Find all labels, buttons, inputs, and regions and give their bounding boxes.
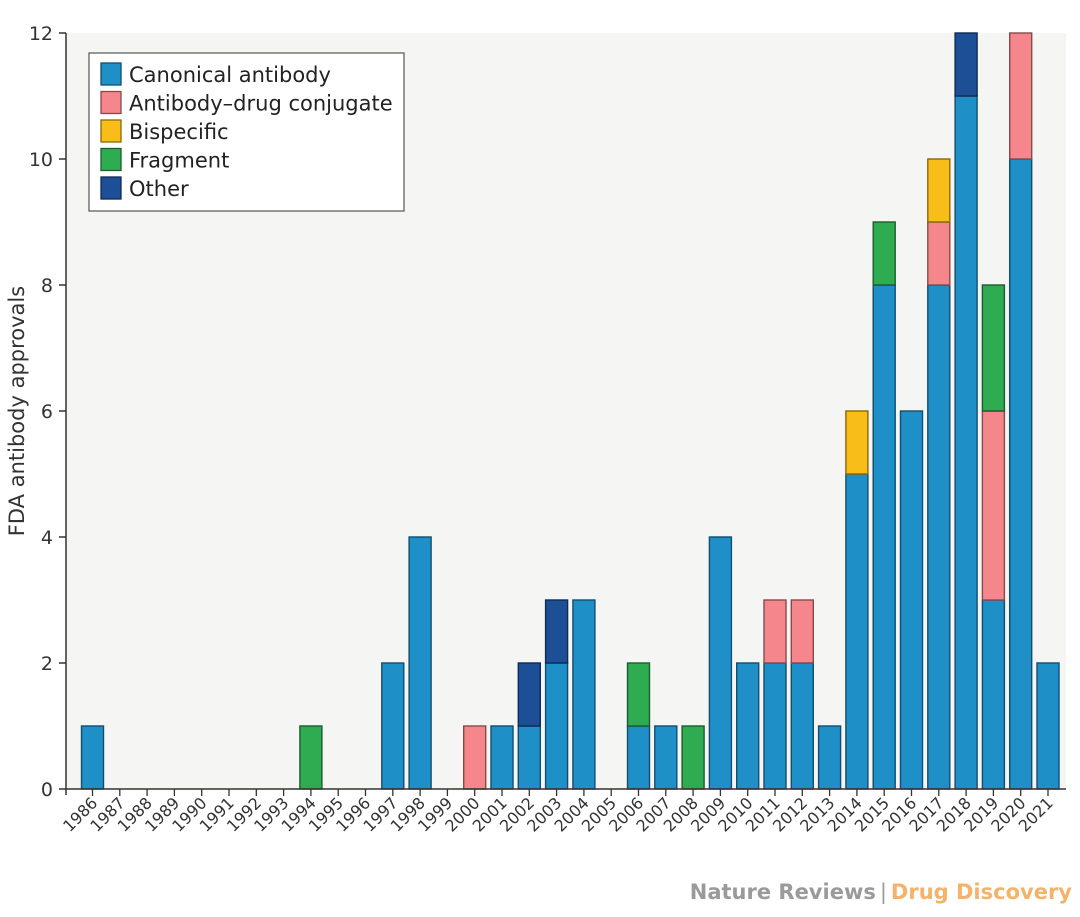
journal-name: Drug Discovery	[890, 880, 1072, 904]
bar-2002-other	[517, 662, 541, 727]
bar-2019-canonical-antibody	[981, 599, 1006, 790]
legend: Canonical antibody Antibody–drug conjugat…	[88, 52, 405, 212]
bar-2001-canonical-antibody	[490, 725, 514, 790]
bar-2020-antibody-drug-conjugate	[1009, 32, 1033, 160]
bar-2010-canonical-antibody	[736, 662, 760, 790]
legend-label: Fragment	[129, 149, 229, 173]
legend-swatch	[100, 147, 122, 172]
bar-2017-canonical-antibody	[927, 284, 951, 790]
bar-2007-canonical-antibody	[654, 725, 678, 790]
legend-swatch	[100, 90, 122, 115]
legend-swatch	[100, 176, 122, 200]
bar-2014-bispecific	[845, 410, 869, 475]
journal-credit: Nature Reviews | Drug Discovery	[690, 880, 1072, 904]
bar-1986-canonical-antibody	[80, 725, 105, 790]
bars-group	[80, 32, 1060, 790]
y-tick-label: 8	[41, 275, 53, 297]
bar-2004-canonical-antibody	[572, 599, 596, 790]
bar-2014-canonical-antibody	[845, 473, 869, 790]
bar-2012-canonical-antibody	[790, 662, 814, 790]
legend-box	[88, 52, 405, 212]
bar-1997-canonical-antibody	[381, 662, 405, 790]
publisher-name: Nature Reviews	[689, 880, 876, 904]
legend-swatch	[100, 62, 122, 86]
bar-2003-canonical-antibody	[544, 662, 569, 790]
bar-2018-other	[954, 32, 978, 97]
legend-label: Bispecific	[129, 120, 229, 144]
bar-2006-fragment	[626, 662, 651, 727]
y-tick-label: 12	[29, 23, 53, 45]
y-tick-label: 4	[41, 527, 53, 549]
bar-1998-canonical-antibody	[408, 536, 432, 790]
bar-2008-fragment	[681, 725, 705, 790]
bar-2013-canonical-antibody	[817, 725, 842, 790]
bar-2016-canonical-antibody	[899, 410, 924, 790]
bar-2011-canonical-antibody	[763, 662, 787, 790]
bar-2006-canonical-antibody	[626, 725, 651, 790]
bar-2020-canonical-antibody	[1009, 158, 1033, 790]
legend-swatch	[100, 119, 122, 143]
credit-separator: |	[879, 880, 887, 904]
y-axis-label: FDA antibody approvals	[5, 286, 29, 536]
bar-2017-bispecific	[927, 158, 951, 223]
bar-2011-antibody-drug-conjugate	[763, 599, 787, 664]
bar-2017-antibody-drug-conjugate	[927, 221, 951, 286]
bar-2003-other	[544, 599, 569, 664]
bar-2019-fragment	[981, 284, 1006, 412]
bar-2021-canonical-antibody	[1036, 662, 1060, 790]
bar-2015-canonical-antibody	[872, 284, 896, 790]
bar-2012-antibody-drug-conjugate	[790, 599, 814, 664]
y-tick-label: 10	[29, 149, 53, 171]
y-tick-label: 2	[41, 653, 53, 675]
legend-label: Canonical antibody	[129, 63, 331, 87]
bar-2002-canonical-antibody	[517, 725, 541, 790]
legend-label: Antibody–drug conjugate	[129, 92, 393, 116]
bar-2019-antibody-drug-conjugate	[981, 410, 1006, 601]
y-tick-label: 0	[41, 779, 53, 801]
bar-2000-antibody-drug-conjugate	[463, 725, 487, 790]
bar-2015-fragment	[872, 221, 896, 286]
bar-2009-canonical-antibody	[708, 536, 733, 790]
bar-1994-fragment	[299, 725, 323, 790]
y-tick-label: 6	[41, 401, 53, 423]
legend-label: Other	[129, 177, 189, 201]
bar-2018-canonical-antibody	[954, 95, 978, 790]
